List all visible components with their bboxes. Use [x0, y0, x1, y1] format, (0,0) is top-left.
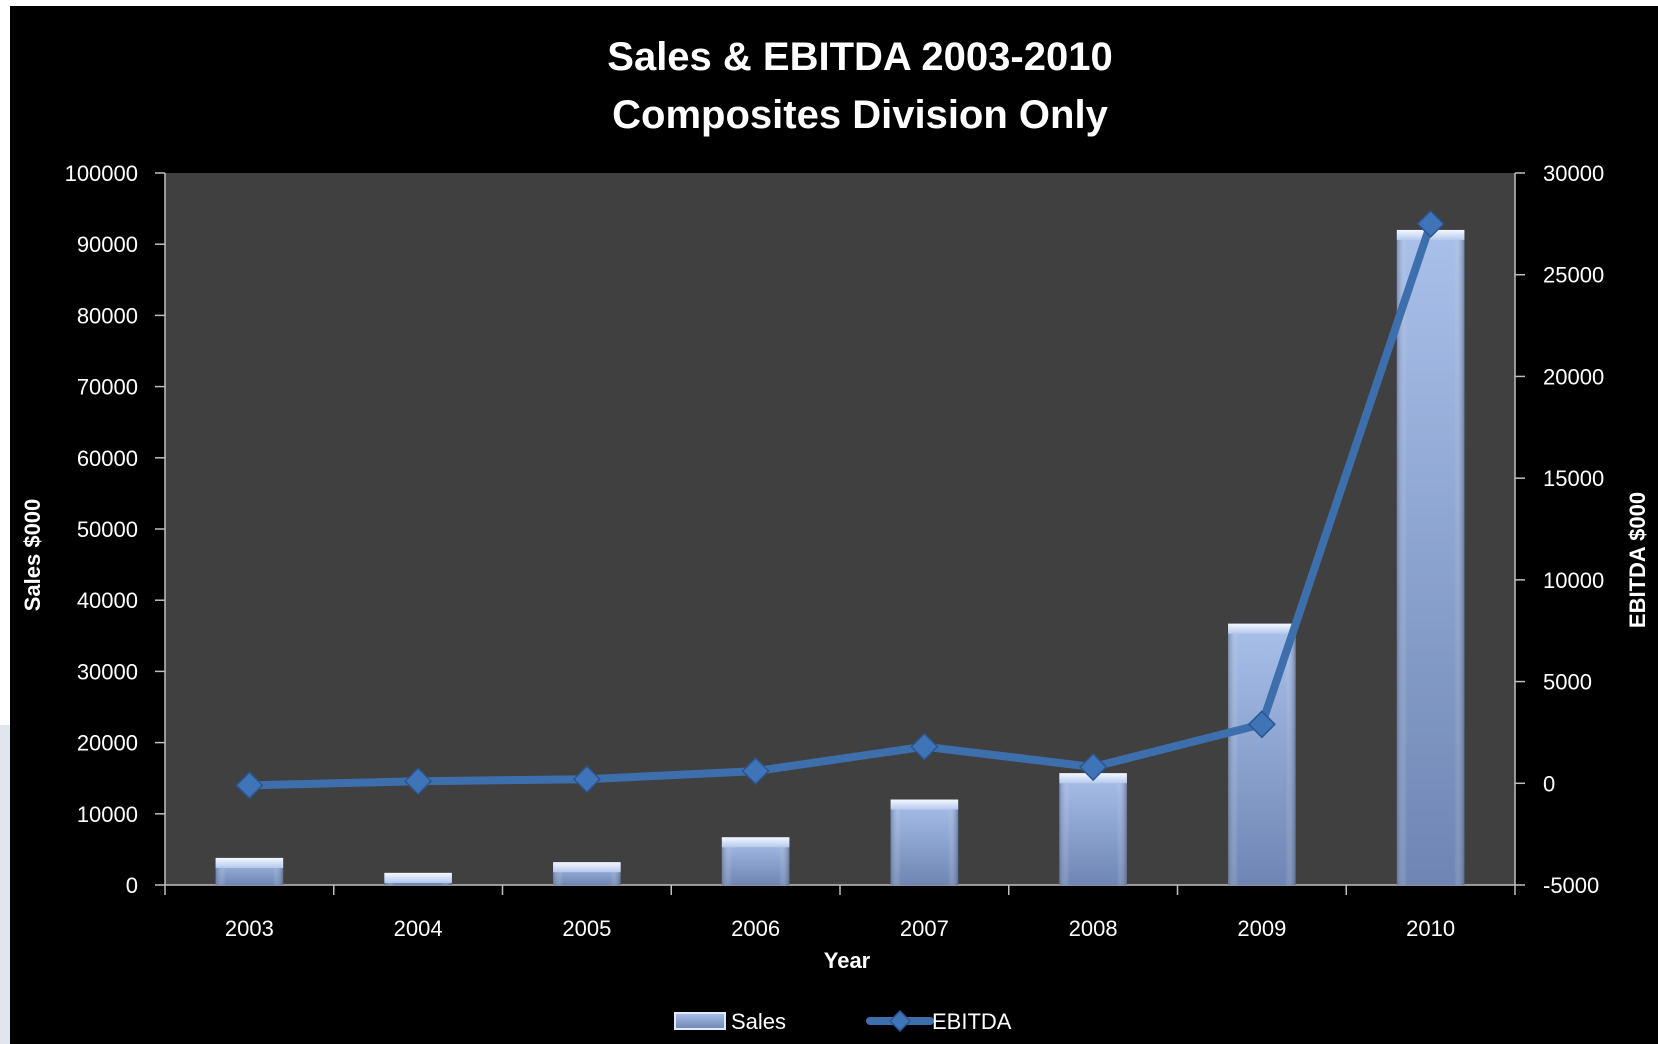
x-tick-label: 2005	[562, 916, 611, 941]
left-edge-panel	[0, 725, 10, 1044]
legend-item-sales: Sales	[674, 1009, 786, 1034]
x-tick-label: 2009	[1237, 916, 1286, 941]
y-axis-right-title: EBITDA $000	[1625, 492, 1650, 628]
ebitda-series-line	[245, 219, 1435, 790]
y-right-tick-label: -5000	[1543, 873, 1599, 898]
chart-title: Sales & EBITDA 2003-2010	[607, 35, 1112, 79]
x-tick-label: 2003	[225, 916, 274, 941]
sales-bar	[553, 862, 621, 885]
plot-area	[165, 173, 1515, 885]
sales-bar	[384, 872, 452, 885]
y-left-tick-label: 80000	[77, 303, 138, 328]
ebitda-point	[1079, 752, 1108, 782]
ebitda-point	[235, 771, 264, 800]
y-right-tick-label: 0	[1543, 771, 1555, 796]
y-left-tick-label: 50000	[77, 517, 138, 542]
ebitda-point	[572, 765, 601, 794]
y-left-tick-label: 90000	[77, 232, 138, 257]
ebitda-point	[404, 767, 433, 796]
y-right-tick-label: 20000	[1543, 364, 1604, 389]
sales-bar-shade	[1059, 773, 1127, 885]
y-axis-left-title: Sales $000	[20, 499, 45, 612]
y-left-tick-label: 60000	[77, 446, 138, 471]
sales-bar	[1059, 773, 1127, 885]
ebitda-point	[1416, 209, 1445, 238]
y-right-tick-label: 30000	[1543, 161, 1604, 186]
sales-bars	[215, 229, 1465, 885]
y-left-tick-label: 70000	[77, 375, 138, 400]
x-axis-title: Year	[824, 948, 871, 973]
sales-bar-top	[721, 837, 790, 848]
y-right-tick-label: 10000	[1543, 568, 1604, 593]
y-left-tick-label: 30000	[77, 659, 138, 684]
y-right-tick-label: 15000	[1543, 466, 1604, 491]
ebitda-point	[1247, 710, 1276, 739]
axes: 0100002000030000400005000060000700008000…	[65, 161, 1605, 941]
y-left-tick-label: 40000	[77, 588, 138, 613]
x-tick-label: 2007	[900, 916, 949, 941]
y-left-tick-label: 0	[126, 873, 138, 898]
x-tick-label: 2010	[1406, 916, 1455, 941]
legend-sales-label: Sales	[731, 1009, 786, 1034]
legend-ebitda-label: EBITDA	[932, 1009, 1012, 1034]
y-left-tick-label: 100000	[65, 161, 138, 186]
y-right-tick-label: 5000	[1543, 670, 1592, 695]
chart-subtitle: Composites Division Only	[612, 93, 1108, 137]
ebitda-point	[910, 732, 939, 761]
sales-bar	[721, 837, 790, 885]
x-tick-label: 2006	[731, 916, 780, 941]
sales-bar-top	[384, 872, 452, 883]
ebitda-point	[741, 757, 770, 786]
y-left-tick-label: 10000	[77, 802, 138, 827]
sales-bar	[215, 857, 284, 885]
legend-item-ebitda: EBITDA	[866, 1009, 1012, 1034]
y-left-tick-label: 20000	[77, 731, 138, 756]
sales-bar-shade	[1396, 229, 1465, 885]
sales-bar-top	[1228, 623, 1296, 634]
sales-bar	[890, 799, 959, 885]
legend: Sales EBITDA	[674, 1009, 1012, 1034]
y-right-tick-label: 25000	[1543, 263, 1604, 288]
sales-bar-shade	[890, 799, 959, 885]
legend-sales-swatch	[674, 1012, 726, 1030]
sales-bar-top	[890, 799, 959, 810]
legend-ebitda-marker-icon	[888, 1009, 912, 1033]
sales-bar-top	[553, 862, 621, 873]
sales-bar-top	[215, 857, 284, 868]
ebitda-line	[235, 209, 1445, 800]
x-tick-label: 2008	[1069, 916, 1118, 941]
x-tick-label: 2004	[394, 916, 443, 941]
sales-bar	[1396, 229, 1465, 885]
